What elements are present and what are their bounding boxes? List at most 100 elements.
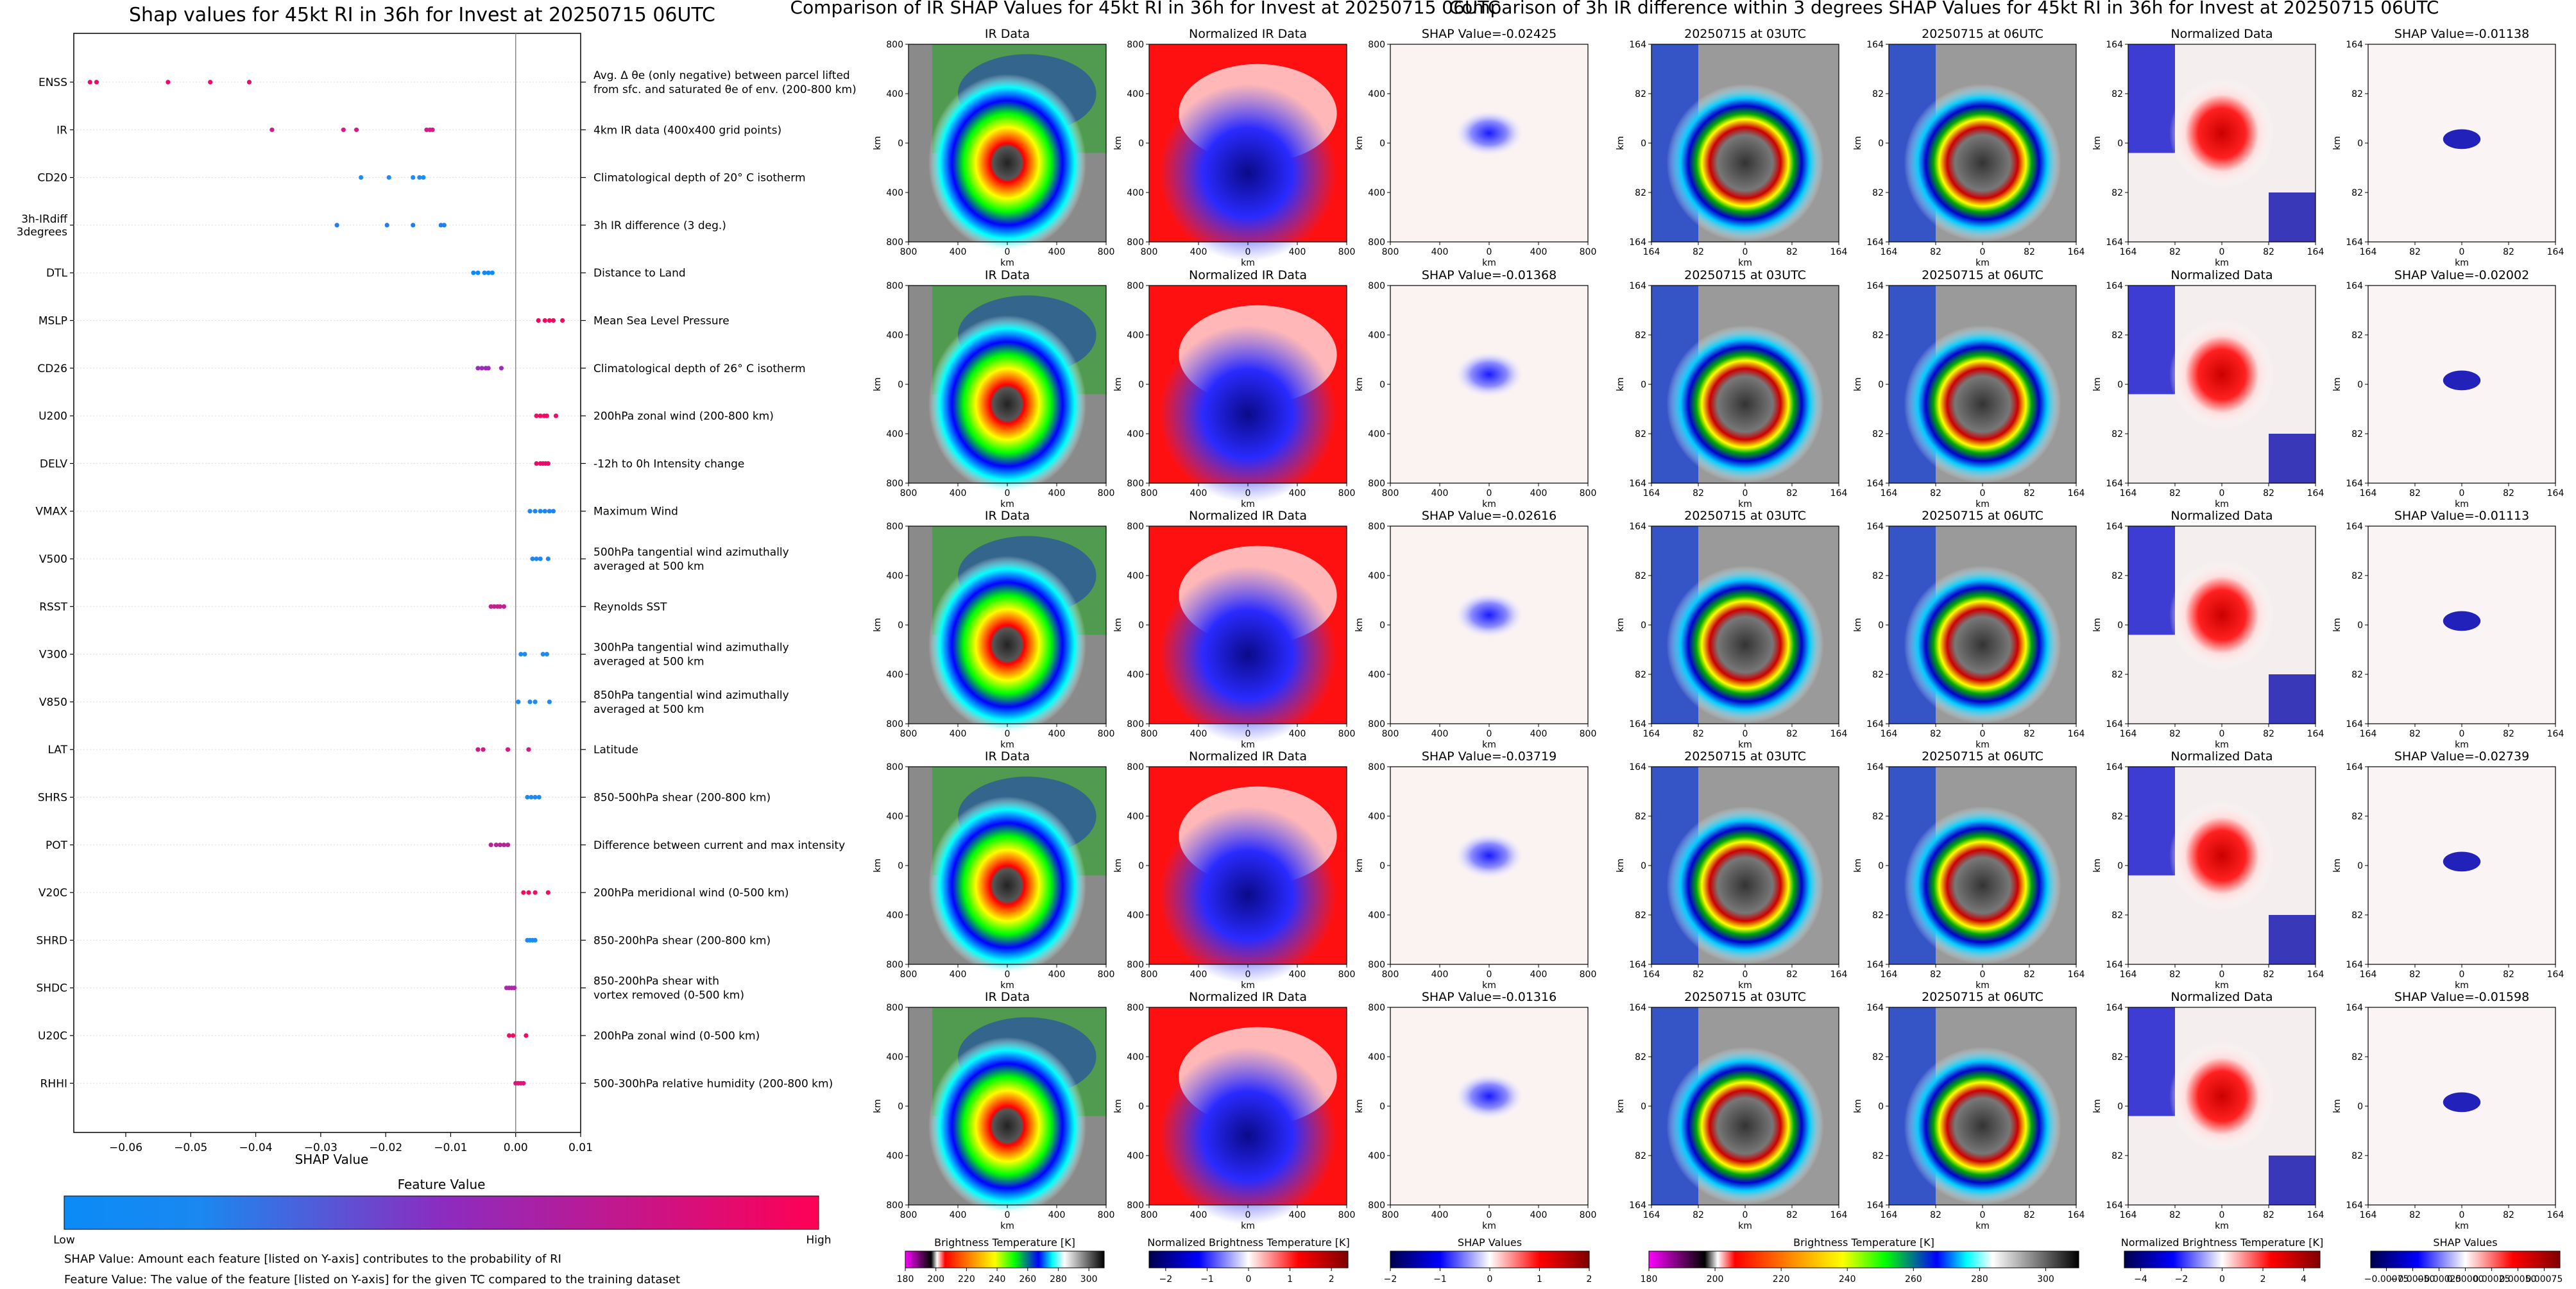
panel-y-tick-label: 164 <box>2346 479 2363 489</box>
shap-point <box>334 223 339 228</box>
shap-point <box>533 890 538 895</box>
panel-y-tick-label: 0 <box>1641 861 1646 871</box>
panel-x-axis-label: km <box>2215 740 2229 750</box>
panel-y-axis-label: km <box>1616 1099 1626 1113</box>
shap-point <box>497 842 503 848</box>
panel-y-tick-label: 82 <box>2111 330 2123 341</box>
panel-y-tick-label: 164 <box>1866 281 1884 291</box>
panel-x-tick-label: 0 <box>1487 729 1492 739</box>
panel-x-tick-label: 82 <box>2263 969 2274 980</box>
panel-x-tick-label: 82 <box>1786 488 1798 499</box>
shap-point <box>530 556 535 561</box>
feature-description-label: 200hPa zonal wind (0-500 km) <box>593 1030 760 1043</box>
shap-point <box>269 127 275 132</box>
shap-point <box>471 270 476 275</box>
panel-y-tick-label: 164 <box>1866 762 1884 773</box>
panel-y-axis-label: km <box>873 1099 883 1113</box>
shap-point <box>475 366 481 371</box>
diff-norm-blue <box>2128 286 2175 395</box>
shap-point <box>511 1033 516 1038</box>
panel-y-tick-label: 82 <box>2351 330 2363 341</box>
panel-x-tick-label: 400 <box>950 1210 967 1220</box>
shap-point <box>488 604 493 609</box>
panel-title: 20250715 at 03UTC <box>1684 27 1806 41</box>
panel-colorbar <box>1648 1251 2079 1268</box>
panel-x-tick-label: 164 <box>1881 729 1898 739</box>
shap-point <box>545 461 550 466</box>
panel-y-tick-label: 164 <box>2106 960 2123 970</box>
shap-point <box>534 556 539 561</box>
panel-title: Normalized IR Data <box>1189 990 1307 1004</box>
panel-y-tick-label: 0 <box>2117 1102 2123 1112</box>
panel-x-axis-label: km <box>1738 980 1752 991</box>
panel-x-tick-label: 82 <box>2024 729 2035 739</box>
panel-x-tick-label: 82 <box>2409 488 2421 499</box>
panel-y-tick-label: 82 <box>1635 670 1646 680</box>
panel-x-tick-label: 164 <box>2120 247 2137 257</box>
diff-norm-blue <box>2128 44 2175 153</box>
panel-x-axis-label: km <box>1738 258 1752 268</box>
colorbar-label: Normalized Brightness Temperature [K] <box>2121 1236 2324 1249</box>
panel-x-tick-label: 800 <box>1098 1210 1115 1220</box>
panel-y-axis-label: km <box>1113 1099 1123 1113</box>
panel-x-tick-label: 800 <box>1098 729 1115 739</box>
panel-x-axis-label: km <box>2455 499 2469 509</box>
x-tick-label: −0.02 <box>369 1141 402 1154</box>
colorbar-tick-label: 0.00025 <box>2473 1274 2511 1285</box>
diff-ir-storm <box>1904 1046 2061 1206</box>
panel-x-tick-label: 400 <box>950 969 967 980</box>
x-tick-label: −0.03 <box>304 1141 337 1154</box>
diff-ir-storm <box>1666 1046 1824 1206</box>
panel-x-tick-label: 800 <box>1382 729 1399 739</box>
panel-x-tick-label: 0 <box>1005 969 1011 980</box>
panel-x-tick-label: 800 <box>1382 969 1399 980</box>
panel-y-axis-label: km <box>2092 1099 2103 1113</box>
panel-x-tick-label: 164 <box>2120 969 2137 980</box>
panel-x-tick-label: 800 <box>1098 247 1115 257</box>
shap-point <box>533 794 538 800</box>
panel-y-tick-label: 164 <box>1866 960 1884 970</box>
panel-x-tick-label: 800 <box>1580 247 1597 257</box>
panel-y-tick-label: 800 <box>1368 479 1385 489</box>
panel-y-tick-label: 82 <box>2351 188 2363 198</box>
colorbar-tick-label: −1 <box>1200 1274 1214 1285</box>
shap-point <box>544 413 549 418</box>
panel-title: SHAP Value=-0.02002 <box>2394 268 2529 282</box>
panel-y-tick-label: 0 <box>898 620 903 631</box>
panel-y-tick-label: 400 <box>886 188 903 198</box>
colorbar-tick-label: −2 <box>1384 1274 1397 1285</box>
feature-name-label: RSST <box>39 601 67 613</box>
panel-y-tick-label: 0 <box>1878 1102 1884 1112</box>
feature-description-label: 200hPa zonal wind (200-800 km) <box>593 410 774 423</box>
feature-description-label: 4km IR data (400x400 grid points) <box>593 124 781 137</box>
shap-blob <box>1453 109 1525 157</box>
panel-y-tick-label: 82 <box>1635 188 1646 198</box>
panel-y-tick-label: 0 <box>1138 861 1144 871</box>
ir-storm <box>928 315 1087 493</box>
panel-x-tick-label: 0 <box>1743 729 1748 739</box>
colorbar-low-label: Low <box>53 1234 75 1247</box>
panel-x-tick-label: 82 <box>2024 488 2035 499</box>
panel-title: SHAP Value=-0.01138 <box>2394 27 2529 41</box>
panel-y-tick-label: 800 <box>886 762 903 773</box>
panel-y-tick-label: 800 <box>886 479 903 489</box>
panel-y-tick-label: 164 <box>1866 719 1884 730</box>
note-feature-value: Feature Value: The value of the feature … <box>64 1273 680 1286</box>
panel-y-tick-label: 0 <box>2357 139 2363 149</box>
feature-description-label: 300hPa tangential wind azimuthally <box>593 642 789 654</box>
panel-x-tick-label: 800 <box>1098 969 1115 980</box>
x-tick-label: −0.05 <box>174 1141 207 1154</box>
panel-x-tick-label: 0 <box>1743 488 1748 499</box>
panel-x-tick-label: 800 <box>1141 247 1158 257</box>
panel-y-tick-label: 164 <box>2106 237 2123 248</box>
panel-x-tick-label: 164 <box>2547 729 2564 739</box>
panel-x-tick-label: 82 <box>2169 488 2181 499</box>
panel-x-tick-label: 800 <box>1141 969 1158 980</box>
panel-y-tick-label: 0 <box>1878 861 1884 871</box>
panel-y-tick-label: 82 <box>2111 1052 2123 1063</box>
feature-name-label: VMAX <box>35 506 67 518</box>
panel-x-tick-label: 164 <box>2547 1210 2564 1220</box>
panel-y-axis-label: km <box>1354 136 1365 150</box>
panel-y-tick-label: 800 <box>886 237 903 248</box>
panel-x-axis-label: km <box>1000 980 1014 991</box>
